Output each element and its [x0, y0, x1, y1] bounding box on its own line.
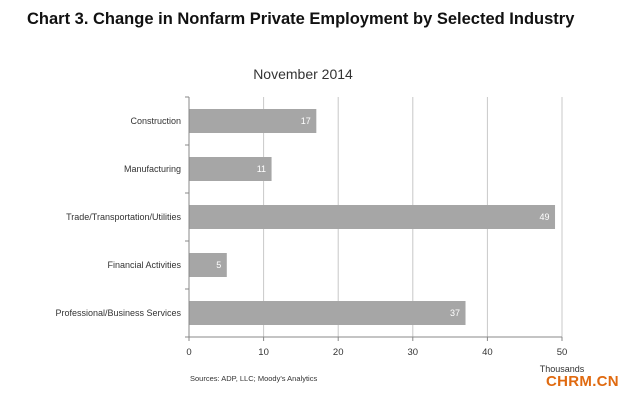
- x-tick-label-3: 30: [408, 347, 419, 358]
- watermark-logo: CHRM.CN: [546, 373, 619, 390]
- category-label-0: Construction: [130, 116, 181, 126]
- x-tick-label-4: 40: [482, 347, 493, 358]
- category-label-2: Trade/Transportation/Utilities: [66, 212, 181, 222]
- bar-1: [189, 157, 272, 181]
- x-tick-label-5: 50: [557, 347, 568, 358]
- bar-3: [189, 253, 227, 277]
- labels: 0 10 20 30 40 50 17 Construction 11 Manufacturing…: [55, 116, 567, 358]
- bar-2: [189, 205, 556, 229]
- chart-subtitle: November 2014: [253, 66, 353, 82]
- bar-value-label-1: 11: [257, 164, 266, 174]
- bar-value-label-4: 37: [450, 308, 460, 318]
- bar-4: [189, 301, 466, 325]
- x-tick-label-1: 10: [258, 347, 269, 358]
- bar-value-label-2: 49: [540, 212, 550, 222]
- x-tick-label-0: 0: [186, 347, 191, 358]
- bar-value-label-3: 5: [216, 260, 221, 270]
- category-label-1: Manufacturing: [124, 164, 181, 174]
- source-note: Sources: ADP, LLC; Moody's Analytics: [190, 374, 317, 383]
- x-axis-unit-label: Thousands: [540, 364, 585, 374]
- axes: [185, 96, 563, 341]
- category-label-4: Professional/Business Services: [55, 308, 181, 318]
- bars: [189, 109, 556, 325]
- x-tick-label-2: 20: [333, 347, 344, 358]
- category-label-3: Financial Activities: [107, 260, 181, 270]
- page-title: Chart 3. Change in Nonfarm Private Emplo…: [27, 10, 575, 28]
- bar-value-label-0: 17: [301, 116, 311, 126]
- bar-0: [189, 109, 317, 133]
